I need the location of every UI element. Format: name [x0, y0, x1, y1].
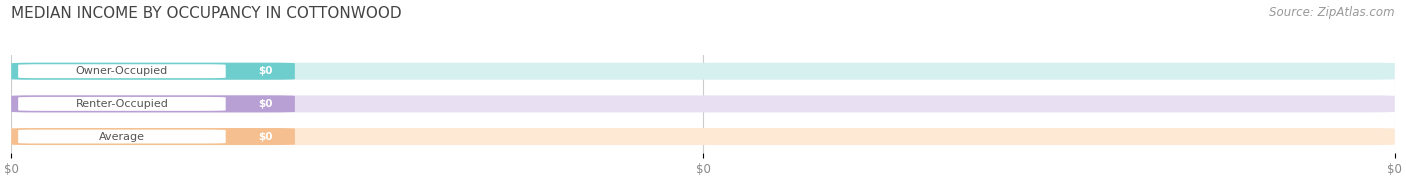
FancyBboxPatch shape	[18, 130, 226, 143]
Text: Renter-Occupied: Renter-Occupied	[76, 99, 169, 109]
FancyBboxPatch shape	[18, 64, 226, 78]
FancyBboxPatch shape	[18, 97, 226, 111]
FancyBboxPatch shape	[11, 128, 295, 145]
FancyBboxPatch shape	[11, 95, 295, 112]
Text: $0: $0	[259, 132, 273, 142]
Text: Average: Average	[98, 132, 145, 142]
FancyBboxPatch shape	[239, 65, 292, 78]
FancyBboxPatch shape	[11, 63, 1395, 80]
FancyBboxPatch shape	[11, 95, 1395, 112]
FancyBboxPatch shape	[239, 130, 292, 143]
FancyBboxPatch shape	[239, 98, 292, 110]
Text: MEDIAN INCOME BY OCCUPANCY IN COTTONWOOD: MEDIAN INCOME BY OCCUPANCY IN COTTONWOOD	[11, 6, 402, 21]
Text: Source: ZipAtlas.com: Source: ZipAtlas.com	[1270, 6, 1395, 19]
FancyBboxPatch shape	[11, 63, 295, 80]
Text: $0: $0	[259, 66, 273, 76]
Text: Owner-Occupied: Owner-Occupied	[76, 66, 169, 76]
Text: $0: $0	[259, 99, 273, 109]
FancyBboxPatch shape	[11, 128, 1395, 145]
